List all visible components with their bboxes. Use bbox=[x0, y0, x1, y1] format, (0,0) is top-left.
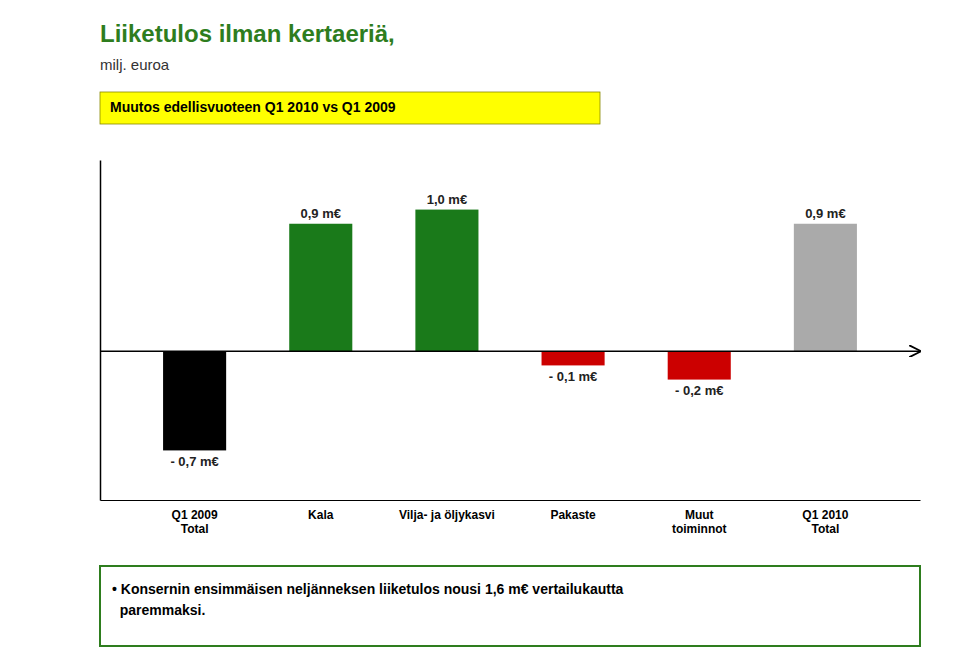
value-label: 1,0 m€ bbox=[427, 192, 467, 207]
bar bbox=[289, 224, 352, 352]
x-tick-label: Pakaste bbox=[550, 508, 596, 522]
x-tick-label: Vilja- ja öljykasvi bbox=[399, 508, 495, 522]
footer-box bbox=[100, 566, 920, 646]
x-axis-line bbox=[101, 500, 921, 501]
y-axis-line bbox=[100, 161, 102, 501]
bar bbox=[163, 351, 226, 450]
footer: • Konsernin ensimmäisen neljänneksen lii… bbox=[100, 566, 920, 646]
x-tick-label: Kala bbox=[308, 508, 334, 522]
value-label: - 0,7 m€ bbox=[170, 454, 218, 469]
x-axis: Q1 2009Total Kala Vilja- ja öljykasvi Pakas… bbox=[101, 501, 921, 536]
value-label: 0,9 m€ bbox=[301, 206, 341, 221]
x-tick: Vilja- ja öljykasvi bbox=[399, 508, 495, 522]
chart-svg: Liiketulos ilman kertaeriä, milj. euroa Mu… bbox=[0, 0, 960, 666]
x-tick-label: Q1 2009Total bbox=[172, 508, 218, 536]
bars bbox=[163, 210, 857, 451]
x-tick: Pakaste bbox=[550, 508, 596, 522]
title: Liiketulos ilman kertaeriä, bbox=[100, 20, 395, 47]
x-tick: Q1 2010Total bbox=[802, 508, 848, 536]
x-tick-label: Muuttoiminnot bbox=[672, 508, 727, 536]
bar bbox=[668, 351, 731, 379]
x-tick: Kala bbox=[308, 508, 334, 522]
highlight-label: Muutos edellisvuoteen Q1 2010 vs Q1 2009 bbox=[110, 99, 396, 115]
value-label: - 0,1 m€ bbox=[549, 369, 597, 384]
subtitle: milj. euroa bbox=[100, 56, 170, 73]
bar bbox=[794, 224, 857, 352]
bar bbox=[542, 351, 605, 365]
x-tick-label: Q1 2010Total bbox=[802, 508, 848, 536]
y-axis bbox=[100, 161, 101, 501]
x-tick: Muuttoiminnot bbox=[672, 508, 727, 536]
value-labels: - 0,7 m€ 0,9 m€ 1,0 m€ - 0,1 m€ - 0,2 m€ 0,9 … bbox=[170, 192, 845, 469]
value-label: - 0,2 m€ bbox=[675, 383, 723, 398]
value-label: 0,9 m€ bbox=[805, 206, 845, 221]
footer-text: • Konsernin ensimmäisen neljänneksen lii… bbox=[112, 581, 624, 618]
bar bbox=[415, 210, 478, 352]
zero-line bbox=[100, 351, 920, 353]
x-tick: Q1 2009Total bbox=[172, 508, 218, 536]
highlight-box bbox=[100, 92, 600, 124]
highlight: Muutos edellisvuoteen Q1 2010 vs Q1 2009 bbox=[100, 92, 600, 124]
